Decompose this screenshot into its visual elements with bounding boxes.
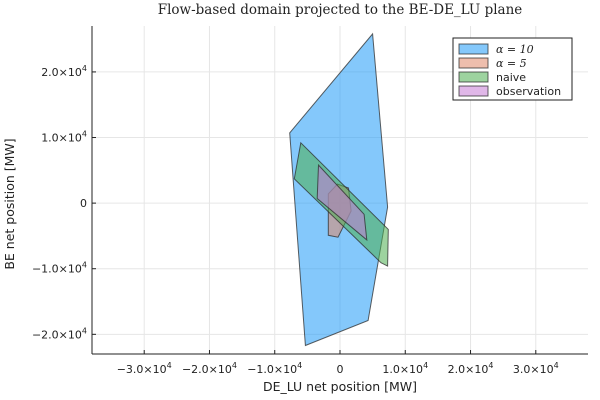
- x-tick-label: 3.0×104: [513, 361, 559, 376]
- y-tick-label: −1.0×104: [32, 261, 87, 276]
- y-axis-label: BE net position [MW]: [2, 138, 17, 269]
- x-tick-label: 1.0×104: [382, 361, 428, 376]
- y-tick-label: −2.0×104: [32, 326, 87, 341]
- chart-title: Flow-based domain projected to the BE-DE…: [158, 2, 523, 18]
- x-tick-label: −1.0×104: [247, 361, 302, 376]
- legend-swatch-3: [458, 85, 489, 97]
- tick-labels: −3.0×104 −2.0×104 −1.0×104 0 1.0×104 2.0×104 3…: [32, 64, 559, 376]
- legend-label-0: α = 10: [496, 43, 534, 56]
- y-tick-label: 1.0×104: [41, 130, 87, 145]
- x-tick-label: −2.0×104: [182, 361, 237, 376]
- x-tick-label: 0: [337, 363, 344, 376]
- plot-area: −3.0×104 −2.0×104 −1.0×104 0 1.0×104 2.0×104 3…: [32, 26, 588, 376]
- legend-swatch-2: [458, 71, 489, 83]
- x-axis-label: DE_LU net position [MW]: [263, 379, 417, 394]
- x-tick-label: −3.0×104: [117, 361, 172, 376]
- y-tick-label: 2.0×104: [41, 64, 87, 79]
- legend-label-1: α = 5: [496, 57, 527, 70]
- legend-label-2: naive: [496, 71, 526, 84]
- legend-swatch-0: [458, 43, 489, 55]
- series-polygon-3: [316, 163, 368, 242]
- legend-label-3: observation: [496, 85, 561, 98]
- series-layer: [289, 32, 389, 347]
- legend-swatch-1: [458, 57, 489, 69]
- y-tick-label: 0: [80, 197, 87, 210]
- x-tick-label: 2.0×104: [448, 361, 494, 376]
